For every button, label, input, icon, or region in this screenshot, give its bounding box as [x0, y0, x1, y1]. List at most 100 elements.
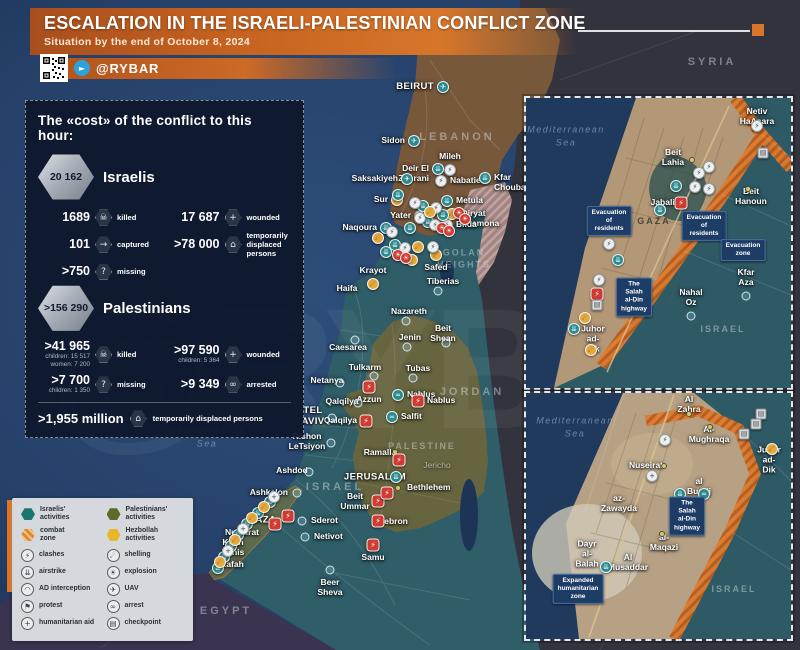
map-annotation-chip: Evacuation of residents — [586, 205, 632, 237]
stat-row: >750? missing — [38, 263, 162, 280]
legend-label: Palestinians' activities — [125, 506, 168, 522]
settlement-dot — [661, 463, 667, 469]
shelling-icon: ☄ — [246, 512, 258, 524]
legend-item: + humanitarian aid — [21, 617, 101, 631]
settlement-dot — [659, 531, 665, 537]
region-label: EGYPT — [199, 604, 253, 617]
stat-subvalue: children: 1 350 — [48, 387, 90, 395]
clashes-icon: ⚡ — [689, 181, 701, 193]
shelling-icon: ☄ — [258, 501, 270, 513]
place-label: Deir El Zahrani — [398, 163, 429, 183]
place-label: Beer Sheva — [317, 577, 343, 597]
shelling-icon: ☄ — [372, 232, 384, 244]
legend-item: ⇊ airstrike — [21, 566, 101, 580]
explosion-icon: ☀ — [459, 213, 471, 225]
place-label: Tubas — [405, 363, 431, 374]
legend-item: ✈ UAV — [106, 583, 187, 597]
stat-value: >41 965 — [44, 339, 90, 354]
question-icon: ? — [95, 376, 112, 393]
stat-subvalue: children: 5 364 — [178, 357, 220, 365]
place-label: GAZA — [247, 514, 277, 526]
stat-subvalue: children: 15 517 — [45, 353, 90, 361]
airstrike-icon: ⇊ — [600, 561, 612, 573]
region-label: LEBANON — [419, 130, 495, 143]
palestinians-group-label: Palestinians — [103, 299, 191, 317]
ad-interception-icon: ◠ — [21, 583, 34, 597]
city-ring-icon — [350, 335, 360, 345]
city-ring-icon — [335, 378, 345, 388]
inset-north-gaza-basemap — [526, 98, 791, 388]
region-label: ISRAEL — [711, 584, 757, 595]
stat-value: 101 — [69, 237, 90, 252]
shelling-icon: ☄ — [229, 534, 241, 546]
stat-row: 101 → captured — [38, 231, 162, 258]
place-label: Sderot — [311, 515, 338, 525]
stat-subvalue: women: 7 200 — [50, 361, 90, 369]
place-label: Nabatieh — [450, 175, 486, 185]
place-label: Tiberias — [426, 276, 460, 287]
title-banner: ESCALATION IN THE ISRAELI-PALESTINIAN CO… — [30, 8, 586, 55]
checkpoint-icon: ▤ — [738, 428, 750, 440]
brand-strip — [64, 58, 396, 79]
place-label: Safed — [424, 262, 448, 272]
shelling-icon: ☄ — [367, 278, 379, 290]
clashes-icon: ⚡ — [427, 241, 439, 253]
settlement-dot — [686, 411, 692, 417]
brand-name: @RYBAR — [96, 61, 160, 76]
clashes-icon: ⚡ — [435, 175, 447, 187]
stat-row: >41 965 children: 15 517 women: 7 200 ☠ kill… — [38, 340, 162, 369]
stat-value: 17 687 — [181, 209, 220, 224]
place-label: Naqoura — [342, 222, 377, 232]
clashes-icon: ⚡ — [674, 196, 688, 210]
place-label: Beit Lahia — [661, 147, 685, 167]
airstrike-icon: ⇊ — [392, 189, 404, 201]
legend-item: Palestinians' activities — [106, 506, 187, 523]
stat-label: wounded — [246, 350, 280, 360]
airstrike-icon: ⇊ — [441, 195, 453, 207]
legend-item: ⚑ protest — [21, 600, 101, 614]
legend-label: combat zone — [40, 526, 65, 542]
checkpoint-icon: ▤ — [106, 617, 120, 631]
israelis-total-badge: 20 162 — [38, 154, 94, 200]
region-label: ISRAEL — [700, 324, 746, 335]
place-label: Dayr al-Balah — [575, 538, 599, 568]
brand-bar: ► @RYBAR — [40, 54, 396, 82]
place-label: Beit Hanoun — [735, 186, 767, 206]
palestinians-stat-rows: >41 965 children: 15 517 women: 7 200 ☠ kill… — [38, 340, 291, 395]
palestinian-activities-swatch — [106, 508, 121, 521]
stats-divider — [38, 402, 291, 404]
clashes-icon: ⚡ — [751, 120, 763, 132]
israelis-group-label: Israelis — [103, 168, 155, 186]
clashes-icon: ⚡ — [268, 517, 282, 531]
place-label: Saksakiyeh — [351, 173, 398, 183]
airstrike-icon: ⇊ — [390, 471, 402, 483]
stat-value: 1689 — [62, 209, 90, 224]
explosion-icon: ☀ — [400, 252, 412, 264]
stat-label: killed — [117, 350, 137, 360]
region-label: ISRAEL — [305, 480, 365, 493]
checkpoint-icon: ▤ — [757, 147, 769, 159]
shelling-icon: ☄ — [412, 241, 424, 253]
stat-value: >750 — [61, 264, 90, 279]
telegram-icon: ► — [74, 60, 90, 76]
stat-label: missing — [117, 267, 146, 277]
page-subtitle: Situation by the end of October 8, 2024 — [44, 36, 250, 48]
page-title: ESCALATION IN THE ISRAELI-PALESTINIAN CO… — [44, 13, 586, 33]
legend-accent — [7, 500, 12, 592]
captured-icon: → — [95, 236, 112, 253]
palestinians-total: >156 290 — [43, 302, 89, 315]
handcuffs-icon: ∞ — [224, 376, 242, 393]
legend-area-items: Israelis' activities Palestinians' activi… — [21, 506, 186, 543]
place-label: Yater — [390, 210, 411, 220]
map-annotation-chip: The Salah al-Din highway — [616, 277, 652, 317]
place-label: JERUSALEM — [343, 471, 407, 483]
humanitarian-aid-icon: + — [237, 523, 249, 535]
humanitarian-aid-icon: + — [222, 545, 234, 557]
city-ring-icon — [408, 373, 418, 383]
clashes-icon: ⚡ — [281, 509, 295, 523]
palestinians-header: >156 290 Palestinians — [38, 284, 291, 332]
